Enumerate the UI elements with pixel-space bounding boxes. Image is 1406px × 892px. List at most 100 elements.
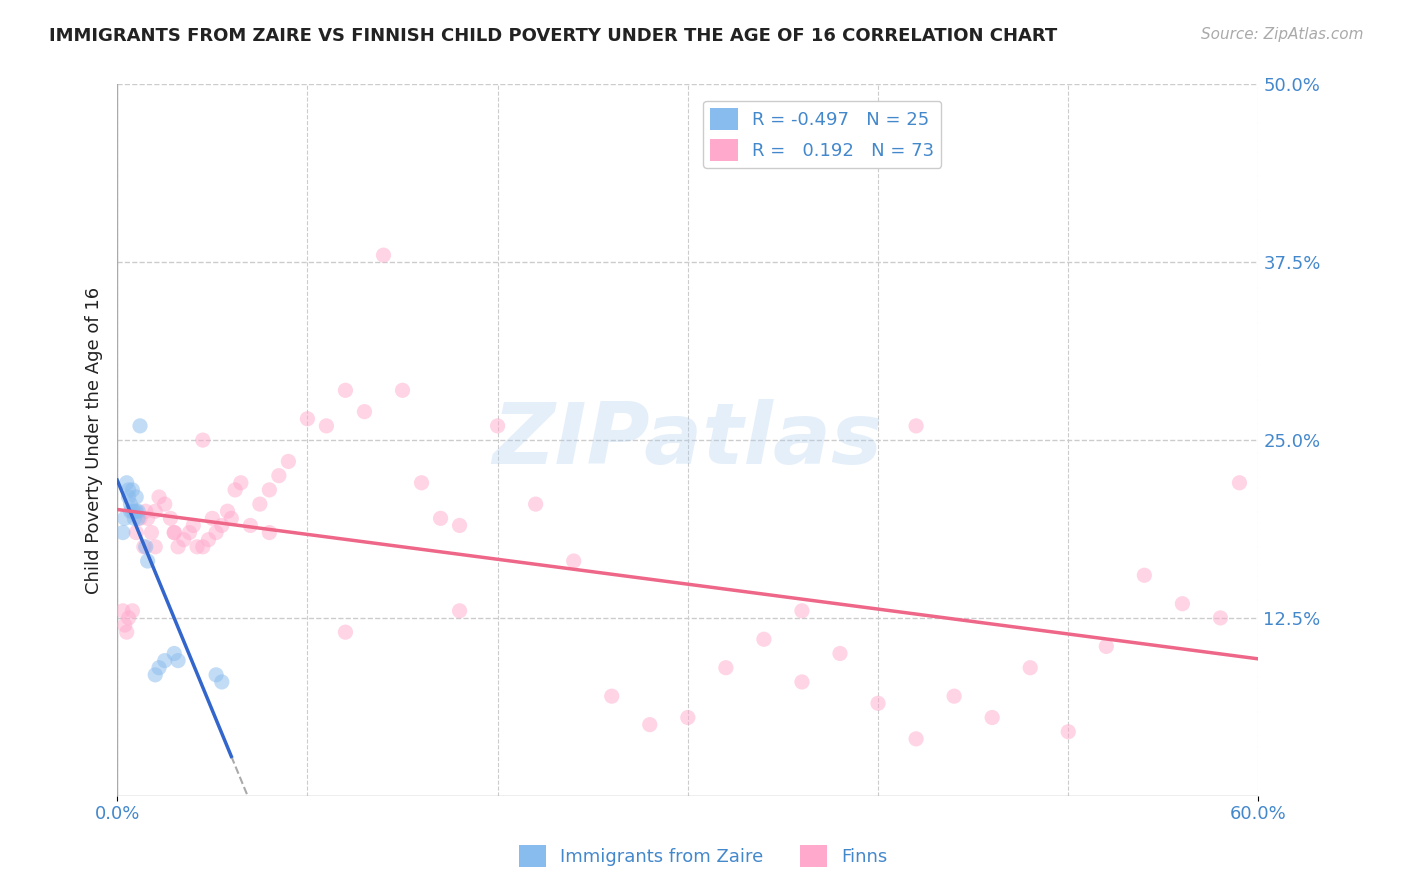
Point	[905, 731, 928, 746]
Point	[114, 511, 136, 525]
Point	[129, 511, 152, 525]
Point	[790, 604, 813, 618]
Point	[259, 483, 281, 497]
Point	[141, 525, 163, 540]
Point	[125, 490, 148, 504]
Point	[127, 504, 149, 518]
Point	[221, 511, 243, 525]
Point	[277, 454, 299, 468]
Point	[1019, 661, 1042, 675]
Point	[981, 710, 1004, 724]
Point	[335, 384, 357, 398]
Point	[111, 604, 134, 618]
Point	[117, 483, 139, 497]
Point	[125, 525, 148, 540]
Point	[224, 483, 246, 497]
Point	[449, 518, 471, 533]
Point	[249, 497, 271, 511]
Point	[132, 540, 155, 554]
Point	[752, 632, 775, 647]
Point	[143, 540, 166, 554]
Legend: R = -0.497   N = 25, R =   0.192   N = 73: R = -0.497 N = 25, R = 0.192 N = 73	[703, 101, 941, 168]
Point	[159, 511, 181, 525]
Point	[239, 518, 262, 533]
Point	[201, 511, 224, 525]
Point	[943, 689, 966, 703]
Point	[181, 518, 204, 533]
Point	[114, 618, 136, 632]
Point	[173, 533, 195, 547]
Point	[127, 511, 149, 525]
Point	[335, 625, 357, 640]
Point	[167, 654, 190, 668]
Point	[600, 689, 623, 703]
Point	[120, 497, 142, 511]
Point	[115, 475, 138, 490]
Point	[1057, 724, 1080, 739]
Point	[136, 511, 159, 525]
Point	[143, 668, 166, 682]
Text: Source: ZipAtlas.com: Source: ZipAtlas.com	[1201, 27, 1364, 42]
Point	[267, 468, 290, 483]
Point	[135, 540, 157, 554]
Point	[1133, 568, 1156, 582]
Point	[125, 504, 148, 518]
Point	[163, 525, 186, 540]
Point	[153, 497, 176, 511]
Point	[866, 696, 889, 710]
Point	[117, 490, 139, 504]
Legend: Immigrants from Zaire, Finns: Immigrants from Zaire, Finns	[512, 838, 894, 874]
Y-axis label: Child Poverty Under the Age of 16: Child Poverty Under the Age of 16	[86, 286, 103, 594]
Point	[191, 540, 214, 554]
Point	[429, 511, 451, 525]
Text: ZIPatlas: ZIPatlas	[492, 399, 883, 482]
Point	[229, 475, 252, 490]
Point	[1171, 597, 1194, 611]
Point	[117, 611, 139, 625]
Point	[449, 604, 471, 618]
Point	[905, 418, 928, 433]
Point	[562, 554, 585, 568]
Text: IMMIGRANTS FROM ZAIRE VS FINNISH CHILD POVERTY UNDER THE AGE OF 16 CORRELATION C: IMMIGRANTS FROM ZAIRE VS FINNISH CHILD P…	[49, 27, 1057, 45]
Point	[790, 675, 813, 690]
Point	[1229, 475, 1251, 490]
Point	[676, 710, 699, 724]
Point	[148, 490, 170, 504]
Point	[315, 418, 337, 433]
Point	[197, 533, 219, 547]
Point	[120, 504, 142, 518]
Point	[524, 497, 547, 511]
Point	[217, 504, 239, 518]
Point	[205, 668, 228, 682]
Point	[1095, 640, 1118, 654]
Point	[211, 675, 233, 690]
Point	[121, 483, 143, 497]
Point	[111, 525, 134, 540]
Point	[205, 525, 228, 540]
Point	[411, 475, 433, 490]
Point	[143, 504, 166, 518]
Point	[124, 504, 146, 518]
Point	[259, 525, 281, 540]
Point	[153, 654, 176, 668]
Point	[179, 525, 201, 540]
Point	[211, 518, 233, 533]
Point	[353, 404, 375, 418]
Point	[638, 717, 661, 731]
Point	[163, 525, 186, 540]
Point	[714, 661, 737, 675]
Point	[121, 604, 143, 618]
Point	[1209, 611, 1232, 625]
Point	[124, 511, 146, 525]
Point	[486, 418, 509, 433]
Point	[136, 554, 159, 568]
Point	[373, 248, 395, 262]
Point	[186, 540, 208, 554]
Point	[135, 504, 157, 518]
Point	[828, 647, 851, 661]
Point	[129, 418, 152, 433]
Point	[191, 433, 214, 447]
Point	[148, 661, 170, 675]
Point	[121, 504, 143, 518]
Point	[115, 625, 138, 640]
